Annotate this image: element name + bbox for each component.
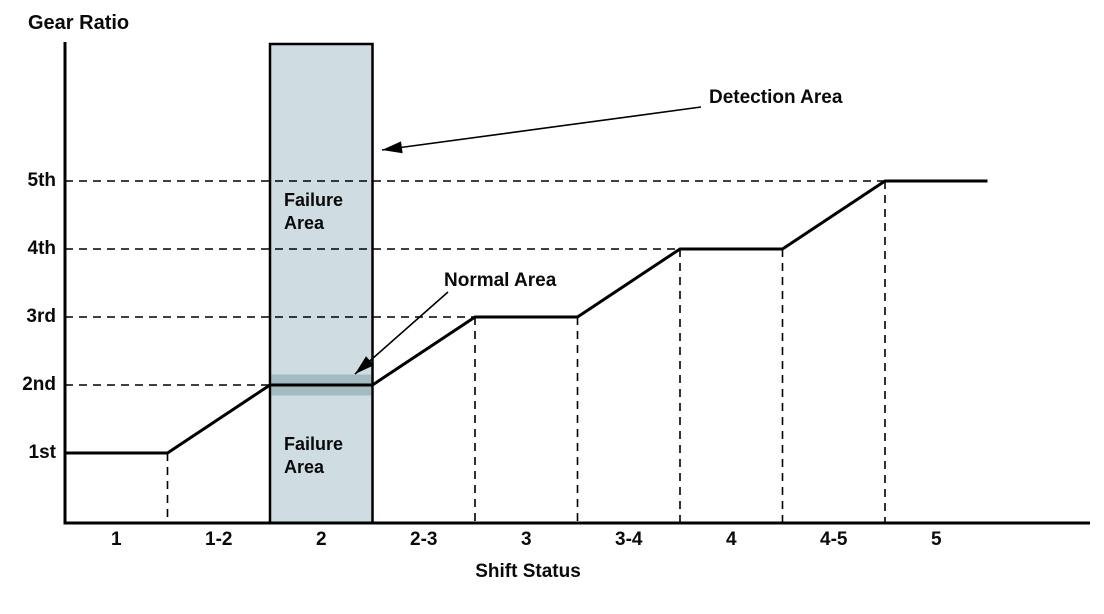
y-tick-label-1st: 1st: [28, 442, 56, 463]
y-tick-label-3rd: 3rd: [26, 306, 56, 327]
failure-area-label-top: Failure Area: [284, 189, 343, 235]
y-tick-label-2nd: 2nd: [22, 374, 56, 395]
x-tick-label-5: 5: [930, 529, 942, 550]
failure-area-label-top-line1: Failure: [284, 190, 344, 210]
x-tick-label-4-5: 4-5: [820, 529, 848, 550]
x-tick-label-4: 4: [725, 529, 737, 550]
failure-area-label-bottom-line1: Failure: [284, 434, 344, 454]
y-tick-label-4th: 4th: [27, 238, 57, 259]
detection-area-band: [268, 42, 374, 525]
failure-area-label-bottom: Failure Area: [284, 433, 343, 479]
gear-ratio-trace: [65, 179, 988, 455]
y-tick-label-5th: 5th: [27, 170, 57, 191]
x-tick-label-3-4: 3-4: [615, 529, 643, 550]
normal-area-arrow: [354, 291, 449, 375]
x-tick-label-1: 1: [110, 529, 122, 550]
detection-area-arrow: [381, 106, 702, 154]
x-tick-label-2: 2: [315, 529, 327, 550]
x-axis-title: Shift Status: [475, 561, 581, 582]
failure-area-label-top-line2: Area: [284, 213, 325, 233]
x-tick-label-1-2: 1-2: [205, 529, 233, 550]
y-axis-title: Gear Ratio: [28, 12, 130, 34]
failure-area-label-bottom-line2: Area: [284, 457, 325, 477]
x-tick-label-2-3: 2-3: [410, 529, 438, 550]
x-tick-label-3: 3: [520, 529, 532, 550]
detection-area-label: Detection Area: [709, 87, 843, 108]
normal-area-label: Normal Area: [444, 270, 557, 291]
